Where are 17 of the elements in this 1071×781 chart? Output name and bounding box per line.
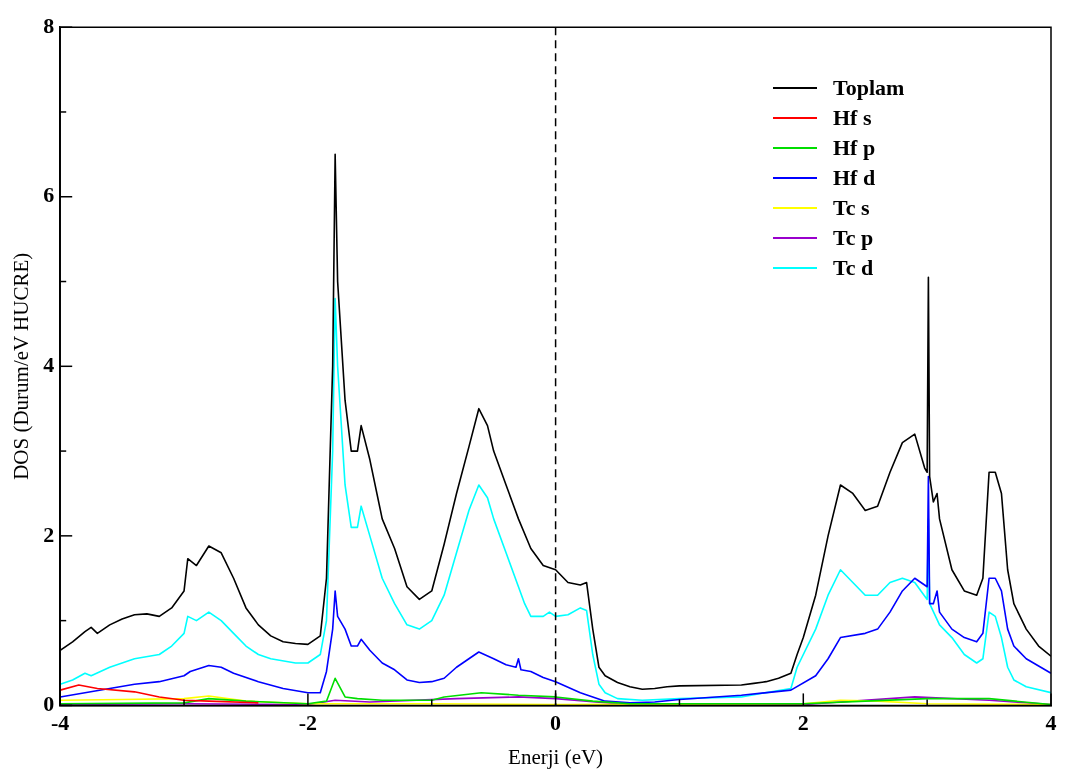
y-tick-label: 8 <box>43 12 55 38</box>
legend-label: Toplam <box>833 75 905 101</box>
x-tick-label: 4 <box>1045 710 1057 736</box>
x-tick-label: -2 <box>298 710 318 736</box>
legend-label: Tc s <box>833 195 870 221</box>
y-tick-label: 4 <box>43 351 55 377</box>
legend-label: Hf p <box>833 135 876 161</box>
x-tick-label: 0 <box>550 710 562 736</box>
y-axis-title: DOS (Durum/eV HUCRE) <box>9 252 34 480</box>
legend-label: Hf s <box>833 105 872 131</box>
x-axis-title: Enerji (eV) <box>508 744 604 769</box>
y-tick-label: 6 <box>43 182 55 208</box>
legend-label: Tc d <box>833 255 874 281</box>
x-tick-label: 2 <box>797 710 809 736</box>
y-tick-label: 2 <box>43 521 55 547</box>
legend-label: Hf d <box>833 165 876 191</box>
legend-label: Tc p <box>833 225 874 251</box>
